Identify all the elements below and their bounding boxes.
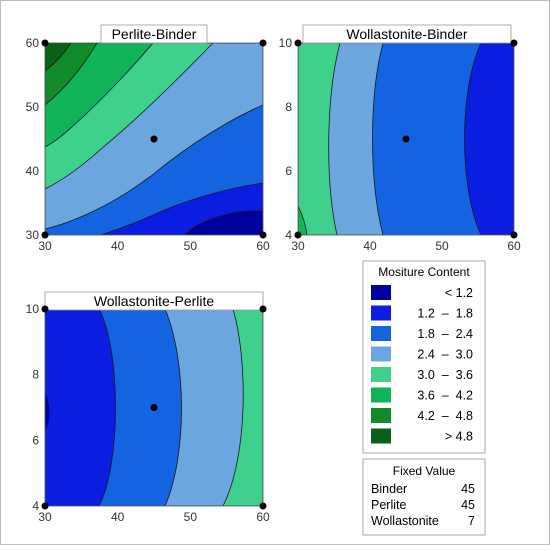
panel-wollastonite-perlite: Wollastonite-Perlite 30 40 50 60 4 6 8 10 [26, 291, 270, 524]
y-tick-label: 40 [26, 164, 40, 178]
legend-label: < 1.2 [445, 286, 473, 300]
contour-region-3.6-4.2 [298, 205, 308, 235]
panel-title-box [302, 24, 512, 44]
corner-marker [259, 39, 267, 47]
legend-swatch [371, 346, 391, 362]
hold-point-marker [150, 135, 158, 143]
legend-swatch [371, 285, 391, 300]
fixed-value-number: 7 [468, 514, 475, 528]
y-tick-label: 30 [26, 228, 40, 242]
legend-label: 1.8 – 2.4 [417, 327, 473, 341]
y-tick-label: 4 [285, 228, 292, 242]
legend-label: 3.0 – 3.6 [417, 368, 473, 382]
fixed-value-box: Fixed Value Binder 45 Perlite 45 Wollastonit… [362, 458, 486, 536]
y-tick-label: 6 [32, 433, 39, 447]
y-tick-label: 50 [26, 100, 40, 114]
legend-title: Mositure Content [378, 265, 470, 279]
corner-marker [41, 502, 49, 510]
y-tick-label: 4 [32, 499, 39, 513]
contour-region-below-1.2 [184, 210, 263, 235]
corner-marker [41, 39, 49, 47]
legend-swatch [371, 367, 391, 382]
x-tick-label: 50 [184, 239, 198, 253]
legend-label: 3.6 – 4.2 [417, 389, 473, 403]
contour-region-below-1.2 [45, 391, 50, 431]
y-tick-label: 6 [285, 164, 292, 178]
contour-region-3.0-3.6 [222, 309, 263, 506]
panel-title: Perlite-Binder [112, 26, 197, 42]
fixed-value-name: Perlite [371, 498, 406, 512]
x-tick-label: 40 [111, 239, 125, 253]
hold-point-marker [402, 135, 410, 143]
corner-marker [510, 39, 518, 47]
x-tick-label: 30 [38, 239, 52, 253]
fixed-value-title: Fixed Value [393, 464, 456, 478]
y-tick-label: 8 [32, 368, 39, 382]
corner-marker [294, 231, 302, 239]
x-tick-label: 30 [291, 239, 305, 253]
panel-title: Wollastonite-Perlite [94, 293, 215, 309]
x-tick-label: 50 [435, 239, 449, 253]
legend-swatch [371, 326, 391, 341]
y-tick-label: 10 [26, 302, 40, 316]
corner-marker [41, 231, 49, 239]
contour-region-1.2-1.8 [464, 43, 514, 235]
fixed-value-number: 45 [461, 498, 475, 512]
legend-rows: < 1.2 1.2 – 1.8 1.8 – 2.4 2.4 – 3.0 3.0 – 3.… [371, 285, 473, 444]
y-tick-label: 8 [285, 100, 292, 114]
corner-marker [259, 305, 267, 313]
legend-label: 4.2 – 4.8 [417, 409, 473, 423]
legend-label: 2.4 – 3.0 [417, 348, 473, 362]
fixed-value-rows: Binder 45 Perlite 45 Wollastonite 7 [371, 482, 475, 528]
fixed-value-name: Wollastonite [371, 514, 439, 528]
legend-moisture-content: Mositure Content < 1.2 1.2 – 1.8 1.8 – 2.4… [362, 260, 486, 454]
fixed-value-number: 45 [461, 482, 475, 496]
legend-label: > 4.8 [445, 430, 473, 444]
panel-title-box [44, 291, 264, 311]
y-tick-label: 10 [279, 36, 293, 50]
corner-marker [259, 502, 267, 510]
panel-title-box [100, 24, 208, 44]
legend-swatch [371, 305, 391, 321]
legend-swatch [371, 428, 391, 444]
contour-region-1.2-1.8 [45, 309, 116, 506]
x-tick-label: 40 [363, 239, 377, 253]
contour-region-3.0-3.6 [298, 43, 341, 235]
y-tick-label: 60 [26, 36, 40, 50]
contour-fill-wollastonite-perlite [45, 309, 263, 506]
legend-label: 1.2 – 1.8 [417, 307, 473, 321]
fixed-value-frame [362, 458, 486, 536]
x-tick-label: 60 [256, 239, 270, 253]
contour-fill-wollastonite-binder [298, 43, 514, 235]
legend-swatch [371, 408, 391, 423]
fixed-value-name: Binder [371, 482, 407, 496]
corner-marker [294, 39, 302, 47]
corner-marker [41, 305, 49, 313]
x-tick-label: 60 [256, 510, 270, 524]
x-tick-label: 40 [111, 510, 125, 524]
x-tick-label: 60 [507, 239, 521, 253]
panel-title: Wollastonite-Binder [346, 26, 467, 42]
corner-marker [259, 231, 267, 239]
legend-swatch [371, 387, 391, 403]
panel-wollastonite-binder: Wollastonite-Binder 30 40 50 60 4 6 8 10 [279, 24, 521, 253]
corner-marker [510, 231, 518, 239]
x-tick-label: 50 [184, 510, 198, 524]
panel-perlite-binder: Perlite-Binder 30 40 50 60 30 40 50 60 [26, 24, 270, 253]
hold-point-marker [150, 404, 158, 411]
x-tick-label: 30 [38, 510, 52, 524]
